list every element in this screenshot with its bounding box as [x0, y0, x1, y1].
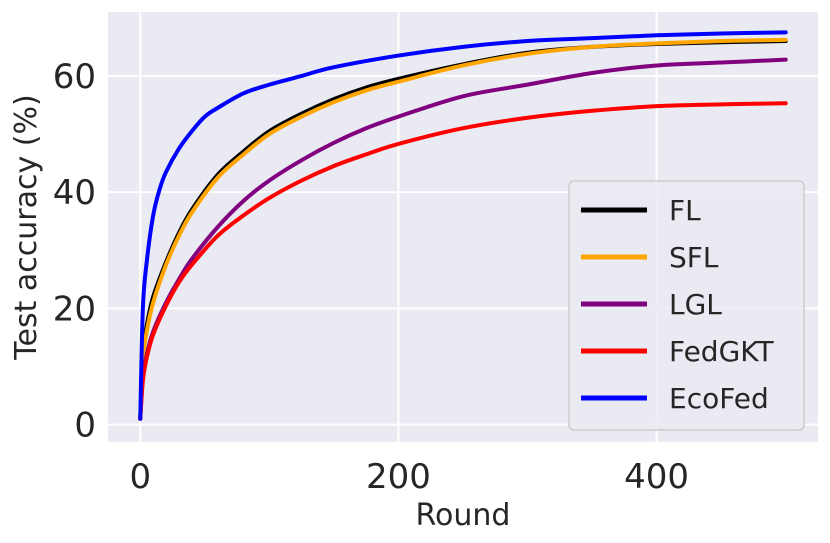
x-tick-label: 400	[624, 457, 689, 497]
y-tick-label: 0	[74, 406, 96, 446]
x-tick-label: 0	[129, 457, 151, 497]
series-layer	[138, 30, 788, 421]
x-axis-label: Round	[416, 498, 511, 533]
series-line-ecofed	[138, 30, 788, 421]
legend-label: EcoFed	[669, 382, 769, 415]
series-line-sfl	[138, 37, 788, 421]
legend-label: SFL	[669, 241, 719, 274]
x-tick-label: 200	[366, 457, 431, 497]
y-tick-label: 40	[53, 173, 96, 213]
y-tick-label: 60	[53, 57, 96, 97]
legend-label: FedGKT	[669, 335, 774, 368]
series-line-fedgkt	[138, 101, 788, 421]
legend-label: FL	[669, 194, 701, 227]
legend-label: LGL	[669, 288, 722, 321]
y-axis-label: Test accuracy (%)	[9, 94, 44, 360]
y-tick-label: 20	[53, 289, 96, 329]
legend-box	[568, 180, 805, 431]
legend: FL SFL LGL FedGKT EcoFed	[568, 180, 805, 431]
tick-labels: 0 200 400 0 20 40 60	[53, 57, 689, 497]
